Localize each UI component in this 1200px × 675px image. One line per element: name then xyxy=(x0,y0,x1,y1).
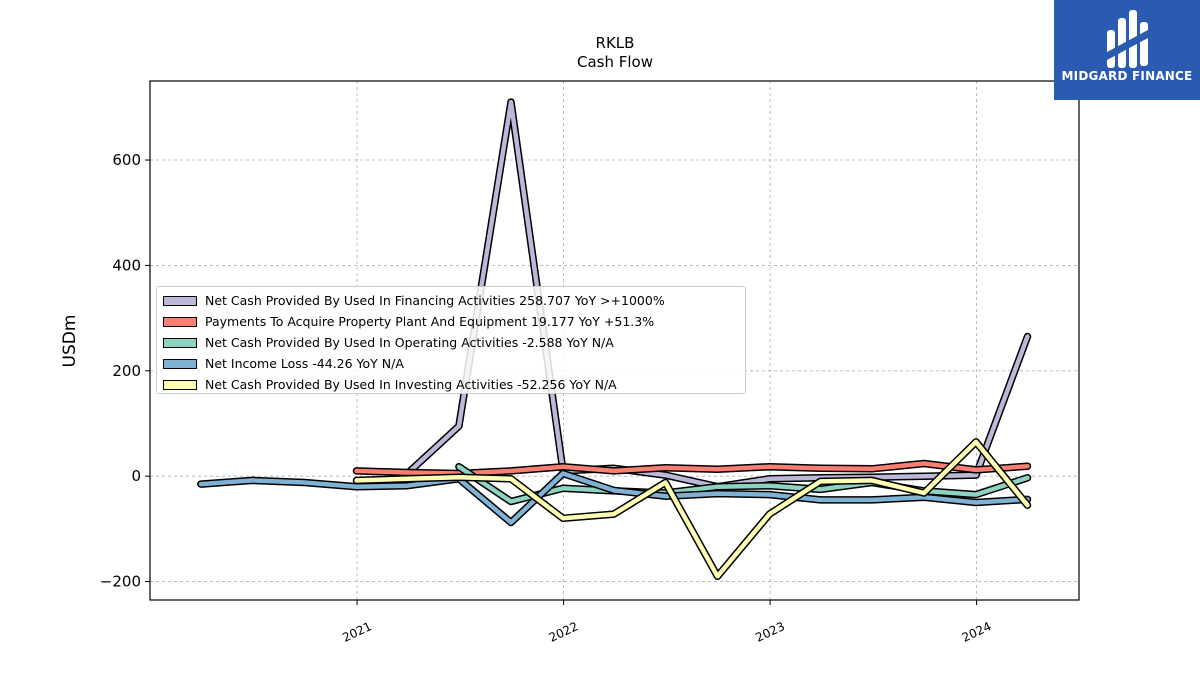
midgard-logo-icon xyxy=(1107,10,1148,68)
y-tick-label: 200 xyxy=(112,362,141,380)
x-tick-label: 2021 xyxy=(340,619,374,645)
series-line-3 xyxy=(455,462,1032,506)
legend-label: Net Income Loss -44.26 YoY N/A xyxy=(205,356,404,371)
y-axis-label: USDm xyxy=(60,315,80,368)
chart-title: RKLB xyxy=(596,34,635,52)
y-tick-label: 0 xyxy=(131,467,141,485)
x-tick-label: 2022 xyxy=(547,619,581,645)
legend-item: Net Cash Provided By Used In Operating A… xyxy=(163,332,739,353)
legend-swatch xyxy=(163,337,197,348)
legend-label: Net Cash Provided By Used In Investing A… xyxy=(205,377,617,392)
y-tick-label: 400 xyxy=(112,256,141,274)
legend-label: Net Cash Provided By Used In Operating A… xyxy=(205,335,614,350)
legend-swatch xyxy=(163,295,197,306)
legend-swatch xyxy=(163,358,197,369)
legend-label: Payments To Acquire Property Plant And E… xyxy=(205,314,655,329)
legend-swatch xyxy=(163,316,197,327)
plot-frame xyxy=(149,80,1080,601)
legend-item: Net Income Loss -44.26 YoY N/A xyxy=(163,353,739,374)
y-tick-label: 600 xyxy=(112,151,141,169)
legend-label: Net Cash Provided By Used In Financing A… xyxy=(205,293,665,308)
chart-legend: Net Cash Provided By Used In Financing A… xyxy=(156,286,746,394)
series-line-5 xyxy=(352,438,1032,581)
x-tick-label: 2024 xyxy=(960,619,994,645)
y-tick-label: −200 xyxy=(100,573,141,591)
legend-item: Payments To Acquire Property Plant And E… xyxy=(163,311,739,332)
series-line-4 xyxy=(197,469,1032,527)
brand-logo: MIDGARD FINANCE xyxy=(1054,0,1200,100)
chart-subtitle: Cash Flow xyxy=(577,53,653,71)
series-lines xyxy=(197,98,1032,581)
legend-swatch xyxy=(163,379,197,390)
brand-name: MIDGARD FINANCE xyxy=(1061,69,1193,83)
legend-item: Net Cash Provided By Used In Investing A… xyxy=(163,374,739,395)
x-tick-label: 2023 xyxy=(753,619,787,645)
axis-ticks: −200 0 200 400 600 2021 2022 2023 2024 xyxy=(100,151,994,645)
legend-item: Net Cash Provided By Used In Financing A… xyxy=(163,290,739,311)
